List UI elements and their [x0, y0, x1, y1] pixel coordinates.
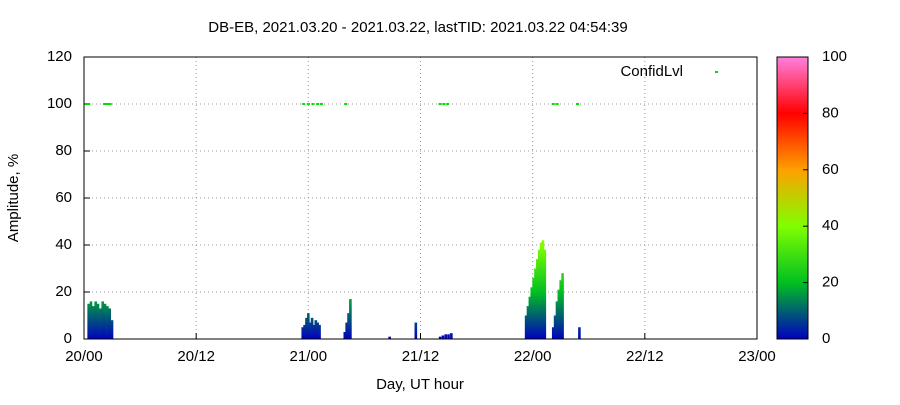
impulse	[447, 334, 450, 339]
x-tick-label: 21/00	[290, 348, 328, 365]
y-tick-label: 0	[64, 330, 72, 347]
point	[316, 103, 320, 105]
colorbar-tick-label: 60	[822, 161, 839, 178]
impulse	[103, 303, 107, 339]
y-tick-label: 120	[47, 48, 72, 65]
x-tick-label: 22/00	[514, 348, 552, 365]
impulse	[541, 240, 545, 339]
x-tick-label: 20/12	[177, 348, 215, 365]
legend-label: ConfidLvl	[620, 63, 683, 80]
impulse	[303, 324, 306, 339]
impulse	[388, 336, 391, 339]
x-tick-label: 23/00	[738, 348, 776, 365]
impulse	[414, 322, 418, 339]
impulse	[553, 315, 557, 339]
impulse	[551, 327, 555, 339]
colorbar-tick-label: 0	[822, 330, 830, 347]
impulse	[94, 301, 97, 339]
impulse	[96, 303, 100, 339]
impulse	[534, 268, 537, 339]
impulse	[438, 336, 442, 339]
impulse	[347, 313, 350, 339]
impulse	[318, 324, 321, 339]
impulse	[312, 324, 316, 339]
impulse	[532, 277, 535, 339]
impulse	[101, 301, 104, 339]
y-axis-label: Amplitude, %	[5, 154, 22, 242]
impulse	[555, 301, 559, 339]
impulse	[537, 249, 541, 339]
impulse	[444, 334, 448, 339]
point	[438, 103, 442, 105]
x-tick-label: 22/12	[626, 348, 664, 365]
impulse	[99, 308, 102, 339]
point	[87, 103, 91, 105]
colorbar-tick-label: 20	[822, 274, 839, 291]
x-tick-label: 20/00	[65, 348, 103, 365]
point	[442, 103, 446, 105]
y-tick-label: 100	[47, 95, 72, 112]
chart-title: DB-EB, 2021.03.20 - 2021.03.22, lastTID:…	[208, 19, 627, 36]
point	[105, 103, 109, 105]
impulse	[557, 289, 561, 339]
y-tick-label: 40	[55, 236, 72, 253]
x-tick-label: 21/12	[402, 348, 440, 365]
impulse	[110, 320, 114, 339]
legend-marker	[715, 71, 718, 73]
point	[302, 103, 306, 105]
point	[84, 103, 88, 105]
impulse	[89, 301, 93, 339]
plot-frame	[83, 56, 758, 340]
impulse	[92, 306, 95, 339]
impulse	[441, 335, 445, 339]
impulse	[301, 327, 305, 339]
y-tick-label: 60	[55, 189, 72, 206]
colorbar-tick-label: 40	[822, 217, 839, 234]
x-axis-label: Day, UT hour	[376, 376, 464, 393]
impulse	[543, 249, 547, 339]
point	[311, 103, 315, 105]
impulse	[308, 322, 312, 339]
impulse	[310, 317, 314, 339]
impulse	[539, 242, 543, 339]
point	[446, 103, 450, 105]
impulse	[108, 308, 112, 339]
impulse	[450, 333, 453, 339]
impulse	[307, 313, 310, 339]
impulse	[536, 259, 539, 339]
point	[551, 103, 555, 105]
impulse	[314, 320, 318, 339]
point	[576, 103, 580, 105]
colorbar-tick-label: 100	[822, 48, 847, 65]
impulse	[305, 317, 308, 339]
point	[319, 103, 323, 105]
point	[344, 103, 348, 105]
y-tick-label: 80	[55, 142, 72, 159]
y-tick-label: 20	[55, 283, 72, 300]
impulse	[561, 273, 564, 339]
impulse	[578, 327, 581, 339]
impulse	[345, 322, 348, 339]
point	[555, 103, 559, 105]
impulse	[528, 296, 532, 339]
impulse	[106, 306, 109, 339]
impulse	[526, 306, 530, 339]
point	[108, 103, 112, 105]
point	[306, 103, 310, 105]
impulse	[87, 303, 90, 339]
impulse	[559, 280, 563, 339]
impulse	[316, 322, 319, 339]
impulse	[343, 331, 347, 339]
colorbar	[776, 56, 809, 340]
impulse	[524, 315, 528, 339]
colorbar-tick-label: 80	[822, 104, 839, 121]
impulse	[530, 287, 534, 339]
point	[103, 103, 107, 105]
impulse	[349, 299, 352, 339]
